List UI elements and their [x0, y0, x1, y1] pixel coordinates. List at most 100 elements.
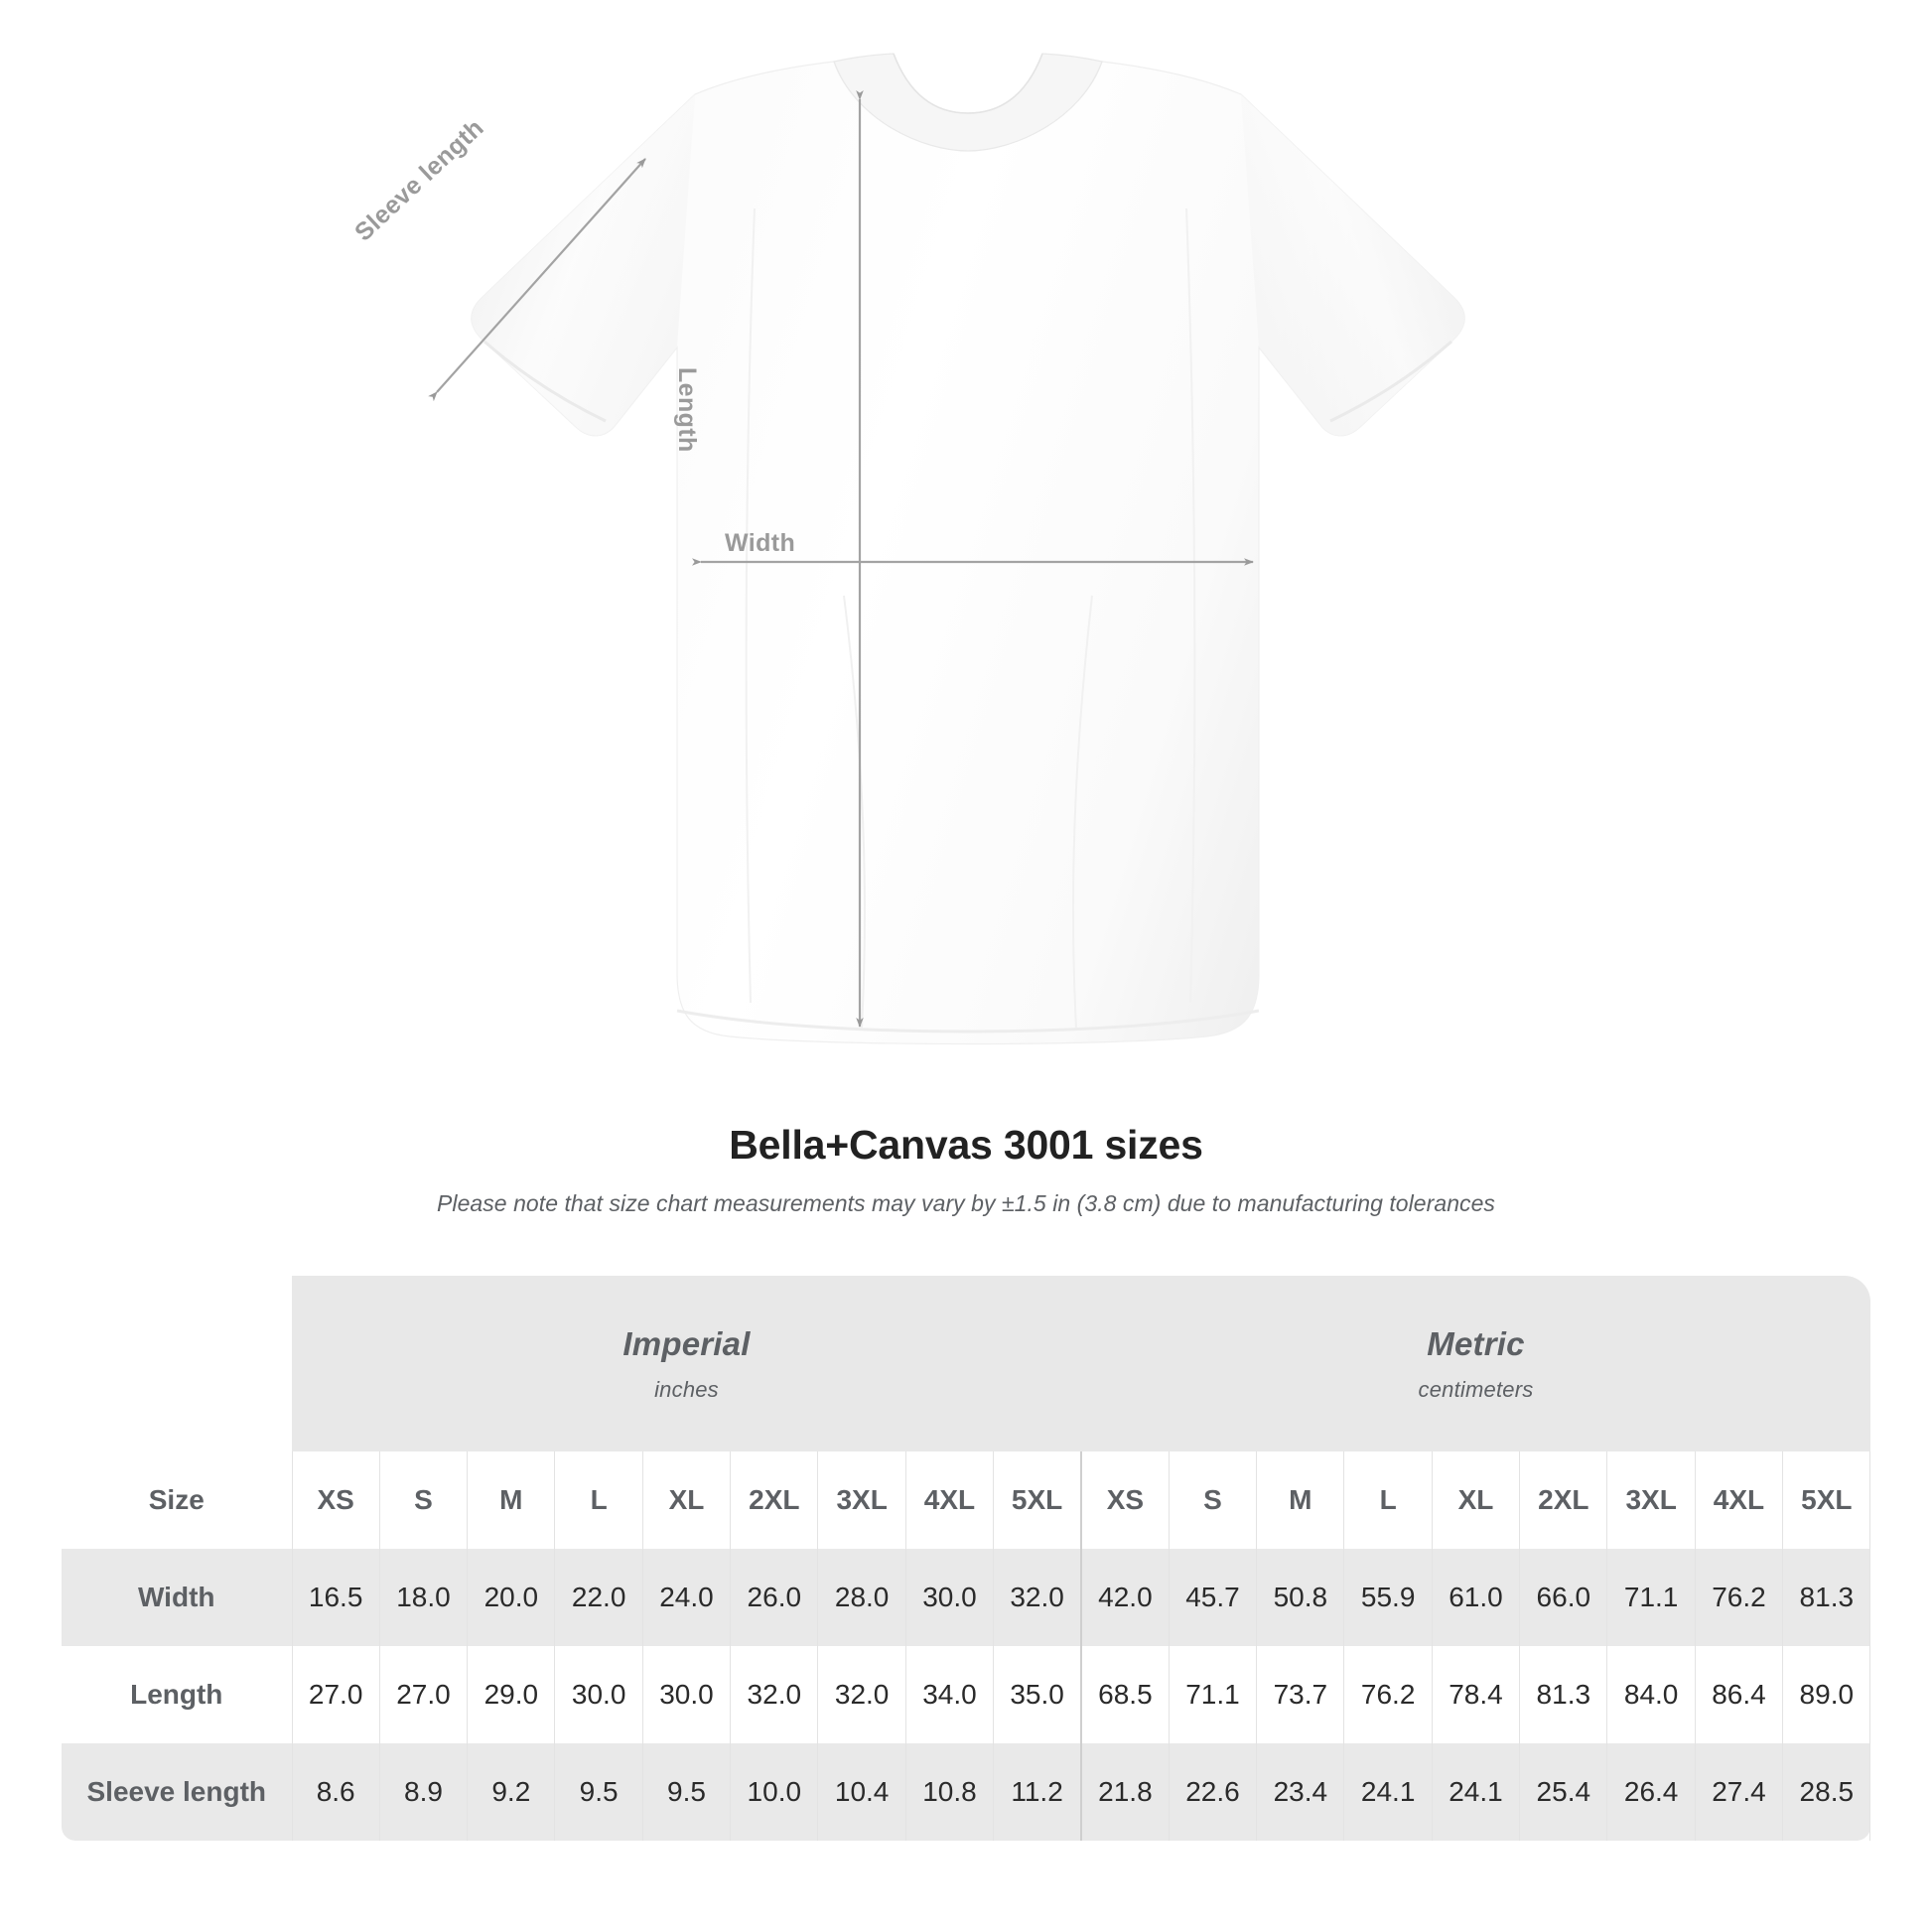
- cell: 18.0: [378, 1549, 469, 1646]
- unit-name-metric: Metric: [1427, 1324, 1525, 1362]
- length-dimension-label: Length: [673, 367, 701, 453]
- tshirt-illustration: [428, 53, 1465, 1045]
- left-sleeve: [471, 94, 695, 436]
- size-table: Imperial inches Metric centimeters Size …: [62, 1276, 1871, 1841]
- cell: 81.3: [1782, 1549, 1871, 1646]
- size-col-header: XS: [1079, 1451, 1170, 1549]
- cell: 24.1: [1343, 1743, 1433, 1841]
- cell: 50.8: [1256, 1549, 1345, 1646]
- cell: 66.0: [1519, 1549, 1608, 1646]
- size-col-header: L: [1343, 1451, 1433, 1549]
- cell: 24.1: [1431, 1743, 1521, 1841]
- cell: 27.4: [1694, 1743, 1784, 1841]
- cell: 81.3: [1519, 1646, 1608, 1743]
- size-col-header: 5XL: [993, 1451, 1082, 1549]
- unit-header-spacer: [62, 1276, 292, 1451]
- unit-sub-imperial: inches: [654, 1376, 719, 1402]
- size-col-header: 4XL: [1694, 1451, 1784, 1549]
- neckline: [893, 53, 1043, 114]
- size-header-label: Size: [62, 1451, 292, 1549]
- title-block: Bella+Canvas 3001 sizes Please note that…: [0, 1122, 1932, 1217]
- size-col-header: 2XL: [730, 1451, 819, 1549]
- unit-sub-metric: centimeters: [1418, 1376, 1534, 1402]
- sleeve-length-arrow: [428, 158, 646, 402]
- cell: 68.5: [1079, 1646, 1170, 1743]
- cell: 35.0: [993, 1646, 1082, 1743]
- cell: 28.0: [817, 1549, 906, 1646]
- cell: 10.4: [817, 1743, 906, 1841]
- size-col-header: XL: [641, 1451, 732, 1549]
- cell: 76.2: [1694, 1549, 1784, 1646]
- cell: 45.7: [1168, 1549, 1258, 1646]
- unit-header-metric: Metric centimeters: [1081, 1276, 1870, 1451]
- cell: 27.0: [291, 1646, 380, 1743]
- cell: 20.0: [467, 1549, 556, 1646]
- cell: 89.0: [1782, 1646, 1871, 1743]
- size-header-row: Size XS S M L XL 2XL 3XL 4XL 5XL XS S M …: [62, 1451, 1871, 1549]
- cell: 71.1: [1168, 1646, 1258, 1743]
- cell: 78.4: [1431, 1646, 1521, 1743]
- table-row: Sleeve length 8.6 8.9 9.2 9.5 9.5 10.0 1…: [62, 1743, 1871, 1841]
- cell: 42.0: [1079, 1549, 1170, 1646]
- right-sleeve: [1241, 94, 1465, 436]
- cell: 55.9: [1343, 1549, 1433, 1646]
- cell: 22.0: [554, 1549, 643, 1646]
- row-label: Length: [62, 1646, 292, 1743]
- size-col-header: S: [1168, 1451, 1258, 1549]
- cell: 8.9: [378, 1743, 469, 1841]
- cell: 86.4: [1694, 1646, 1784, 1743]
- unit-group-header-row: Imperial inches Metric centimeters: [62, 1276, 1870, 1451]
- cell: 23.4: [1256, 1743, 1345, 1841]
- size-col-header: L: [554, 1451, 643, 1549]
- size-col-header: XL: [1431, 1451, 1521, 1549]
- cell: 26.0: [730, 1549, 819, 1646]
- cell: 61.0: [1431, 1549, 1521, 1646]
- width-dimension-label: Width: [725, 529, 796, 557]
- size-col-header: XS: [291, 1451, 380, 1549]
- cell: 22.6: [1168, 1743, 1258, 1841]
- page-title: Bella+Canvas 3001 sizes: [729, 1122, 1203, 1168]
- cell: 34.0: [904, 1646, 995, 1743]
- cell: 24.0: [641, 1549, 732, 1646]
- cell: 28.5: [1782, 1743, 1871, 1841]
- right-cuff: [1329, 340, 1452, 423]
- cell: 30.0: [641, 1646, 732, 1743]
- cell: 9.2: [467, 1743, 556, 1841]
- cell: 21.8: [1079, 1743, 1170, 1841]
- cell: 27.0: [378, 1646, 469, 1743]
- cell: 10.8: [904, 1743, 995, 1841]
- page-subtitle: Please note that size chart measurements…: [437, 1190, 1495, 1216]
- cell: 25.4: [1519, 1743, 1608, 1841]
- size-col-header: S: [378, 1451, 469, 1549]
- table-row: Length 27.0 27.0 29.0 30.0 30.0 32.0 32.…: [62, 1646, 1871, 1743]
- size-col-header: 5XL: [1782, 1451, 1871, 1549]
- cell: 76.2: [1343, 1646, 1433, 1743]
- cell: 11.2: [993, 1743, 1082, 1841]
- cell: 8.6: [291, 1743, 380, 1841]
- cell: 73.7: [1256, 1646, 1345, 1743]
- cell: 30.0: [554, 1646, 643, 1743]
- size-col-header: 4XL: [904, 1451, 995, 1549]
- size-col-header: 3XL: [1606, 1451, 1696, 1549]
- size-table-wrapper: Imperial inches Metric centimeters Size …: [62, 1276, 1871, 1841]
- cell: 16.5: [291, 1549, 380, 1646]
- row-label: Width: [62, 1549, 292, 1646]
- table-row: Width 16.5 18.0 20.0 22.0 24.0 26.0 28.0…: [62, 1549, 1871, 1646]
- size-col-header: 2XL: [1519, 1451, 1608, 1549]
- cell: 30.0: [904, 1549, 995, 1646]
- row-label: Sleeve length: [62, 1743, 292, 1841]
- unit-name-imperial: Imperial: [622, 1324, 751, 1362]
- cell: 71.1: [1606, 1549, 1696, 1646]
- hem: [676, 1009, 1260, 1034]
- cell: 32.0: [993, 1549, 1082, 1646]
- size-col-header: 3XL: [817, 1451, 906, 1549]
- tshirt-diagram: Sleeve length Length Width: [349, 53, 1465, 1045]
- size-col-header: M: [467, 1451, 556, 1549]
- cell: 32.0: [817, 1646, 906, 1743]
- cell: 32.0: [730, 1646, 819, 1743]
- unit-header-imperial: Imperial inches: [292, 1276, 1081, 1451]
- cell: 26.4: [1606, 1743, 1696, 1841]
- cell: 84.0: [1606, 1646, 1696, 1743]
- cell: 9.5: [641, 1743, 732, 1841]
